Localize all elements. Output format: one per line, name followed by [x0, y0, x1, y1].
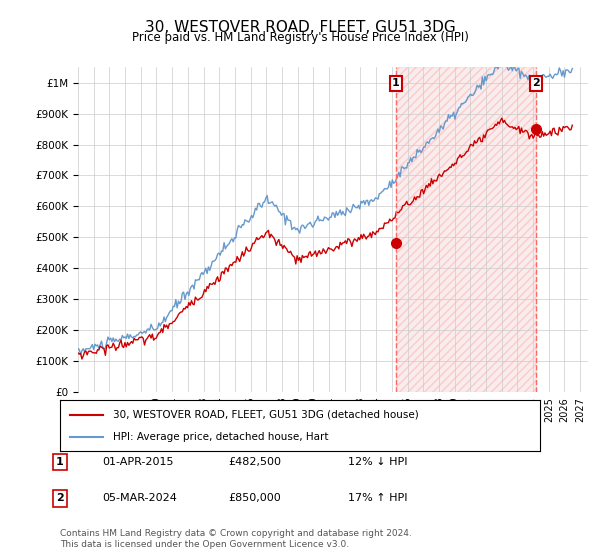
Text: 2: 2 — [532, 78, 539, 88]
Text: 01-APR-2015: 01-APR-2015 — [102, 457, 173, 467]
Text: Contains HM Land Registry data © Crown copyright and database right 2024.
This d: Contains HM Land Registry data © Crown c… — [60, 529, 412, 549]
Text: 30, WESTOVER ROAD, FLEET, GU51 3DG (detached house): 30, WESTOVER ROAD, FLEET, GU51 3DG (deta… — [113, 409, 419, 419]
Bar — [396, 67, 536, 392]
Text: Price paid vs. HM Land Registry's House Price Index (HPI): Price paid vs. HM Land Registry's House … — [131, 31, 469, 44]
Bar — [396, 67, 536, 392]
Text: 12% ↓ HPI: 12% ↓ HPI — [348, 457, 407, 467]
Text: 2: 2 — [56, 493, 64, 503]
Text: 17% ↑ HPI: 17% ↑ HPI — [348, 493, 407, 503]
Text: 1: 1 — [56, 457, 64, 467]
Text: 30, WESTOVER ROAD, FLEET, GU51 3DG: 30, WESTOVER ROAD, FLEET, GU51 3DG — [145, 20, 455, 35]
Text: HPI: Average price, detached house, Hart: HPI: Average price, detached house, Hart — [113, 432, 328, 442]
Text: £850,000: £850,000 — [228, 493, 281, 503]
Text: 05-MAR-2024: 05-MAR-2024 — [102, 493, 177, 503]
Text: 1: 1 — [392, 78, 400, 88]
Text: £482,500: £482,500 — [228, 457, 281, 467]
